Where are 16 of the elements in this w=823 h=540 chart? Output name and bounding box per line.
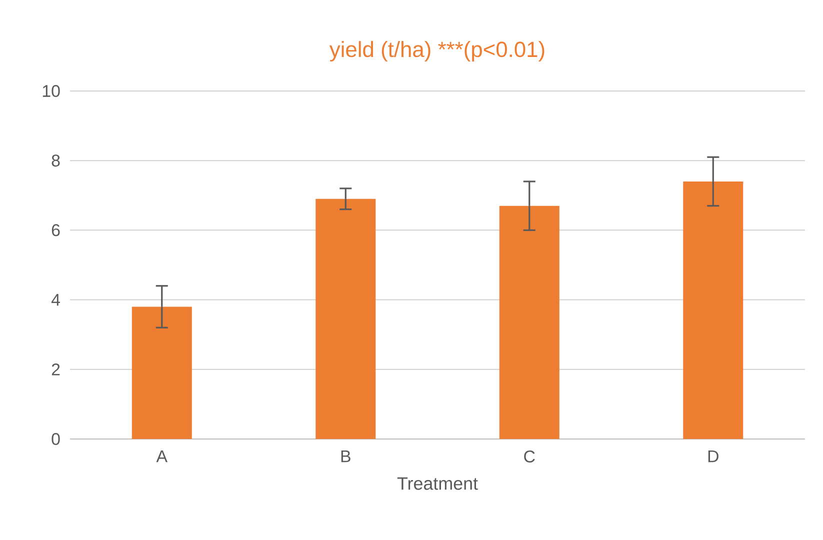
bar bbox=[499, 206, 560, 439]
x-tick-label: D bbox=[708, 450, 718, 462]
chart-title: yield (t/ha) ***(p<0.01) bbox=[329, 41, 544, 62]
y-tick-label: 0 bbox=[52, 432, 60, 445]
y-tick-label: 8 bbox=[52, 154, 60, 167]
bar bbox=[132, 306, 192, 439]
y-tick-label: 6 bbox=[52, 224, 60, 236]
x-tick-label: A bbox=[156, 450, 168, 462]
y-tick-label: 10 bbox=[42, 84, 60, 97]
y-tick-label: 2 bbox=[52, 363, 60, 376]
bar bbox=[316, 198, 376, 439]
x-tick-label: B bbox=[341, 450, 350, 462]
x-tick-label: C bbox=[524, 450, 535, 462]
x-axis-title: Treatment bbox=[397, 477, 478, 490]
bar bbox=[683, 181, 744, 439]
y-tick-label: 4 bbox=[51, 294, 60, 306]
